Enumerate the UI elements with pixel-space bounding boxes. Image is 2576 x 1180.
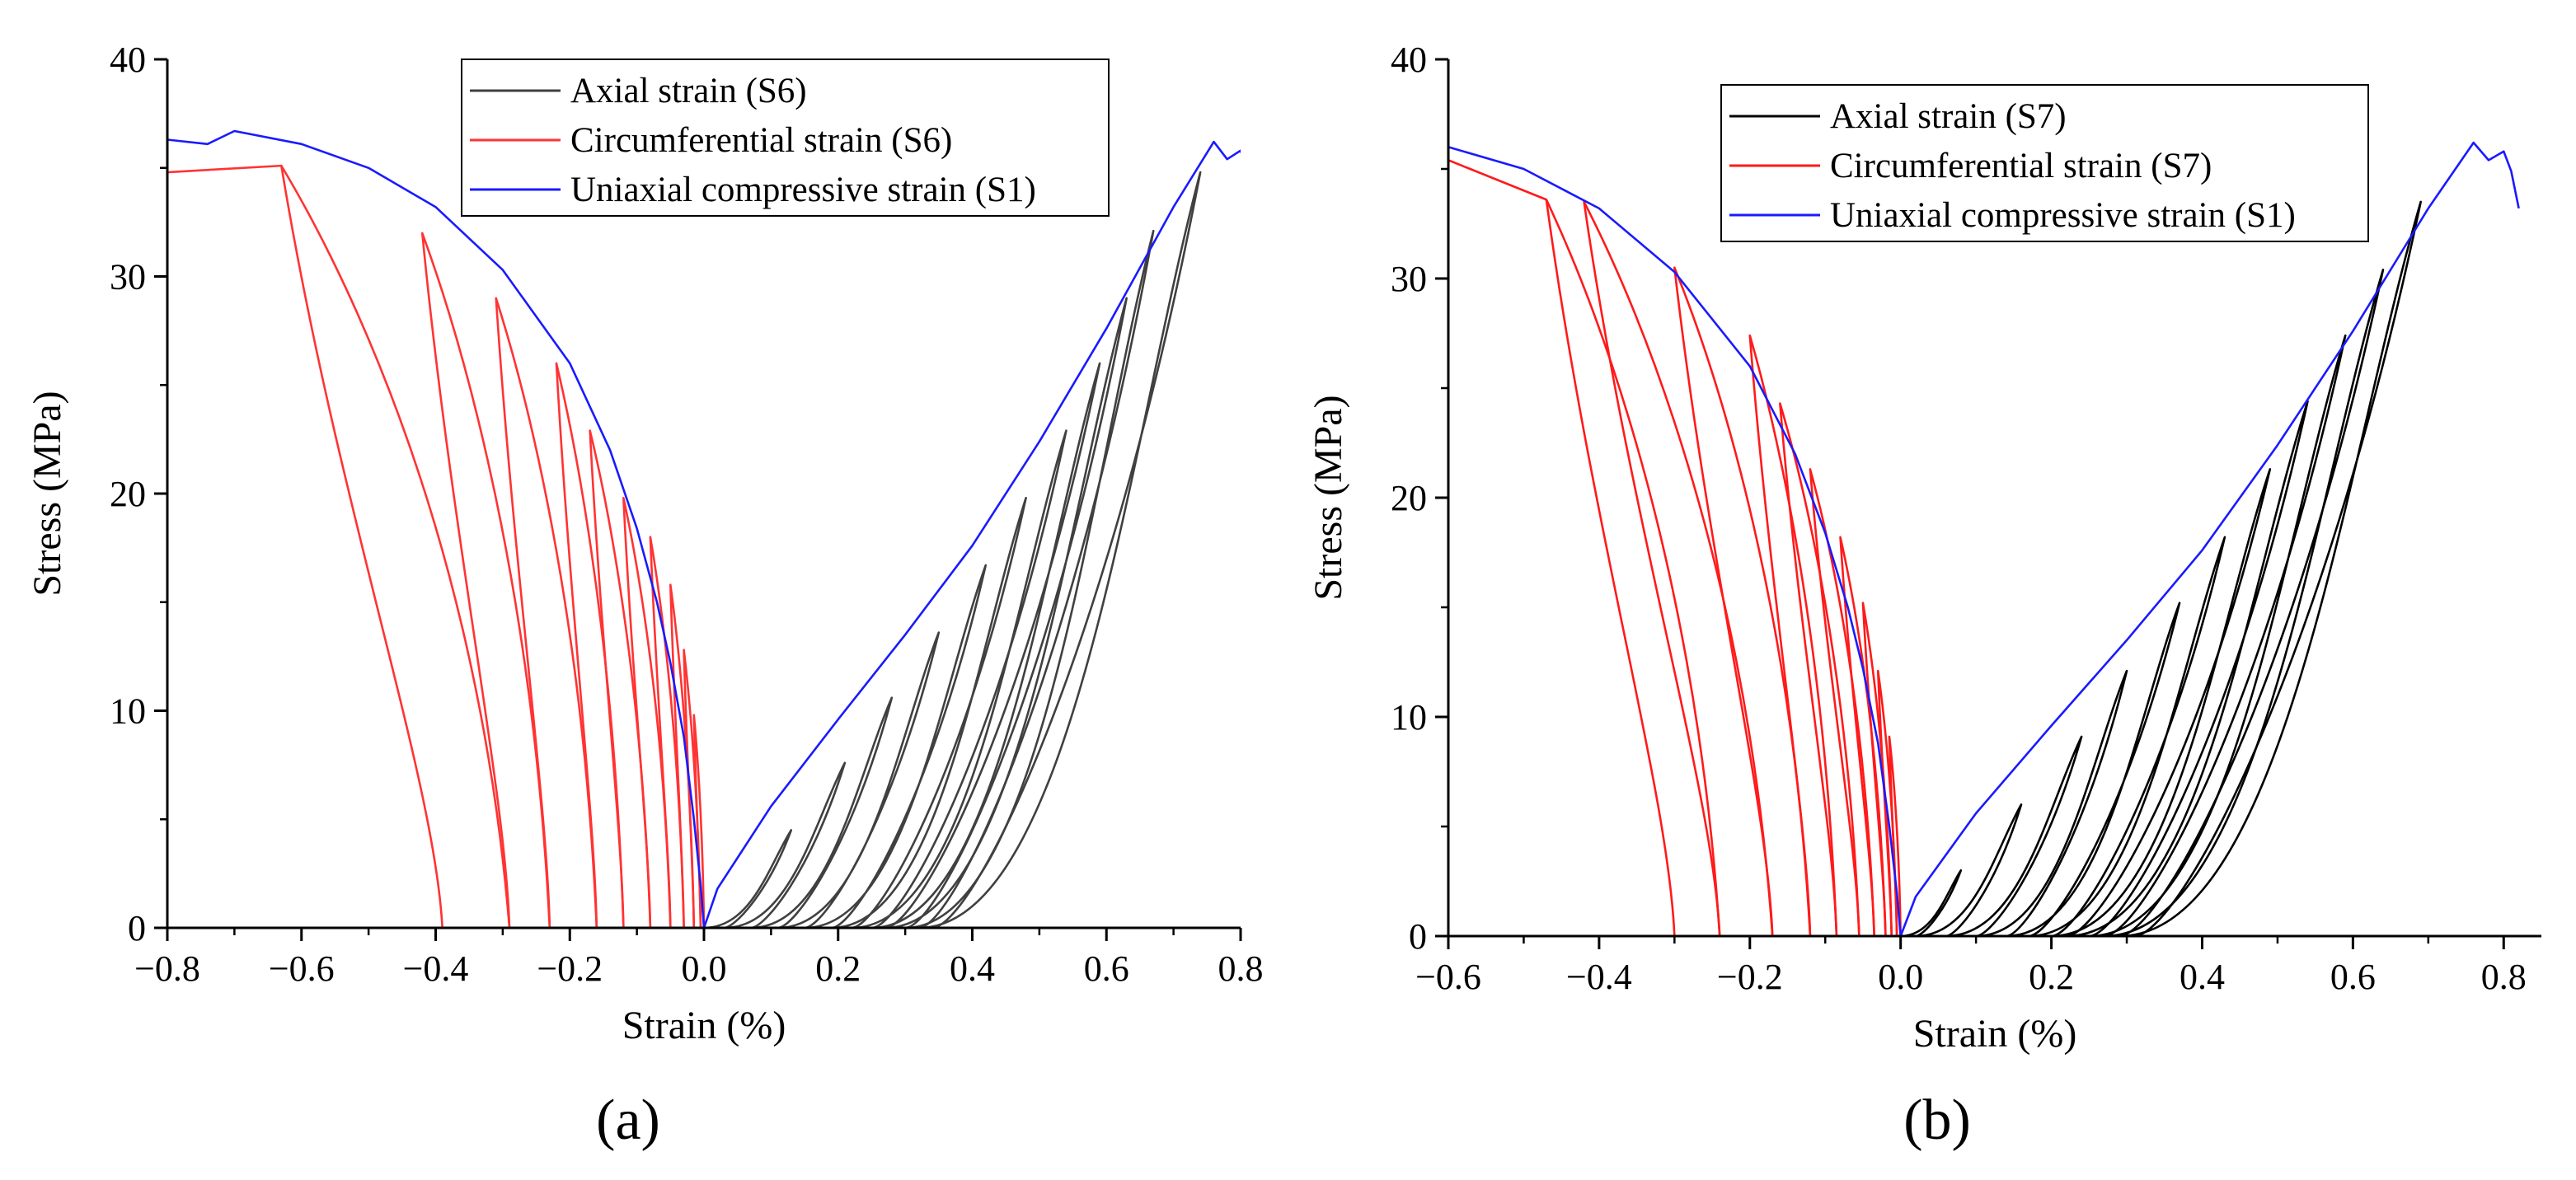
- panel-b-axial-loop-5: [2029, 536, 2226, 936]
- panel-b-axial-loop-0: [1900, 869, 1963, 936]
- panel-b-axial-loop-1: [1915, 803, 2023, 936]
- panel-b-circ-loop-4: [1809, 468, 1875, 936]
- panel-b-y-tick-label: 30: [1391, 259, 1427, 299]
- panel-b-envelope-line: [1448, 141, 2520, 936]
- panel-a-series-1: [167, 164, 706, 928]
- panel-a-legend-frame: [461, 59, 1110, 217]
- panel-a-axial-loop-3: [777, 631, 941, 928]
- panel-b-x-tick-label: −0.6: [1415, 957, 1481, 997]
- panel-a-y-tick-label: 40: [110, 40, 146, 80]
- panel-b-legend-label: Circumferential strain (S7): [1830, 147, 2212, 185]
- panel-b-legend-frame: [1720, 84, 2369, 242]
- panel-b-axial-loop-2: [1945, 735, 2083, 936]
- panel-a-axial-loop-6: [852, 429, 1067, 928]
- panel-a-series-2: [167, 129, 1241, 928]
- panel-a-caption: (a): [596, 1089, 660, 1152]
- panel-b-series-2: [1448, 141, 2520, 936]
- panel-b-plot-area: [1448, 141, 2520, 936]
- panel-b-axial-loop-6: [2051, 468, 2272, 936]
- panel-b-x-tick-label: 0.0: [1878, 957, 1923, 997]
- panel-a-y-tick-label: 0: [128, 908, 146, 948]
- panel-a-x-tick-label: 0.4: [950, 948, 995, 989]
- panel-b-axial-loop-4: [2006, 602, 2181, 936]
- panel-a-series-0: [703, 171, 1202, 928]
- panel-a-y-tick-label: 10: [110, 691, 146, 732]
- panel-a-envelope-line: [167, 129, 1241, 928]
- panel-b-x-tick-label: 0.4: [2180, 957, 2225, 997]
- panel-a-circ-loop-8: [420, 232, 551, 928]
- panel-a-y-axis-label: Stress (MPa): [26, 391, 69, 596]
- panel-b-legend: Axial strain (S7) Circumferential strain …: [1720, 84, 2369, 242]
- panel-a-chart: −0.8 −0.6 −0.4 −0.2 0.0 0.2 0.4 0.6 0.8 0 10 20 30 40…: [26, 40, 1264, 1047]
- panel-b-axial-loop-3: [1976, 669, 2128, 936]
- panel-b-legend-label: Uniaxial compressive strain (S1): [1830, 196, 2296, 235]
- panel-b-axial-loop-8: [2089, 334, 2347, 936]
- panel-a-axial-loop-1: [724, 761, 847, 928]
- panel-a-x-tick-label: −0.2: [537, 948, 603, 989]
- panel-a-legend-label: Uniaxial compressive strain (S1): [570, 171, 1036, 209]
- panel-b-chart: −0.6 −0.4 −0.2 0.0 0.2 0.4 0.6 0.8 0 10 20 30 40 Stra…: [1307, 40, 2541, 1056]
- panel-b-circ-loop-7: [1673, 266, 1812, 936]
- panel-b-axial-loop-10: [2119, 200, 2422, 936]
- panel-b-circ-loop-1: [1876, 669, 1898, 936]
- panel-b-circ-loop-5: [1779, 402, 1860, 936]
- panel-b-circ-loop-3: [1839, 536, 1887, 936]
- panel-b-x-tick-label: 0.6: [2330, 957, 2376, 997]
- panel-a-legend: Axial strain (S6) Circumferential strain …: [461, 59, 1110, 217]
- panel-a-legend-label: Axial strain (S6): [570, 72, 807, 110]
- panel-b-y-tick-label: 10: [1391, 697, 1427, 738]
- panel-a-x-tick-label: 0.8: [1218, 948, 1264, 989]
- panel-a-axial-loop-4: [805, 564, 988, 928]
- panel-b-series-0: [1900, 200, 2422, 936]
- panel-a-x-tick-label: 0.0: [682, 948, 727, 989]
- panel-b-series-1: [1448, 159, 1902, 936]
- panel-b-y-tick-label: 0: [1409, 916, 1427, 957]
- panel-b-caption: (b): [1903, 1089, 1971, 1152]
- panel-a-x-tick-label: −0.6: [269, 948, 335, 989]
- panel-a-x-tick-label: −0.8: [134, 948, 200, 989]
- panel-a-circ-loop-9: [280, 164, 511, 928]
- panel-b-circ-final: [1448, 159, 1547, 201]
- panel-b-x-tick-label: −0.2: [1717, 957, 1783, 997]
- panel-b-axial-loop-9: [2104, 269, 2385, 936]
- panel-b-x-axis-label: Strain (%): [1913, 1012, 2077, 1056]
- panel-b-y-tick-label: 40: [1391, 40, 1427, 80]
- panel-b-x-tick-label: −0.4: [1566, 957, 1632, 997]
- panel-a-axial-loop-10: [918, 171, 1202, 928]
- panel-b-circ-loop-8: [1583, 200, 1774, 936]
- panel-a-axial-loop-5: [831, 496, 1027, 928]
- panel-a-y-tick-label: 30: [110, 257, 146, 297]
- panel-a-x-axis-label: Strain (%): [622, 1004, 786, 1047]
- panel-a-plot-area: [167, 129, 1241, 928]
- panel-a-axial-loop-0: [703, 829, 793, 928]
- panel-a-x-tick-label: 0.6: [1084, 948, 1129, 989]
- panel-a-axial-loop-2: [750, 696, 894, 928]
- panel-a-circ-loop-7: [495, 297, 598, 928]
- panel-b-y-tick-label: 20: [1391, 478, 1427, 518]
- panel-b-circ-loop-2: [1861, 602, 1893, 936]
- panel-a-legend-label: Circumferential strain (S6): [570, 121, 952, 160]
- panel-a-x-tick-label: −0.4: [403, 948, 469, 989]
- panel-b-legend-label: Axial strain (S7): [1830, 97, 2067, 136]
- panel-b-x-tick-label: 0.8: [2481, 957, 2527, 997]
- panel-a-y-tick-label: 20: [110, 474, 146, 514]
- panel-b-x-tick-label: 0.2: [2029, 957, 2074, 997]
- panel-a-circ-final: [167, 164, 282, 174]
- panel-a-x-tick-label: 0.2: [815, 948, 861, 989]
- panel-b-y-axis-label: Stress (MPa): [1307, 395, 1350, 600]
